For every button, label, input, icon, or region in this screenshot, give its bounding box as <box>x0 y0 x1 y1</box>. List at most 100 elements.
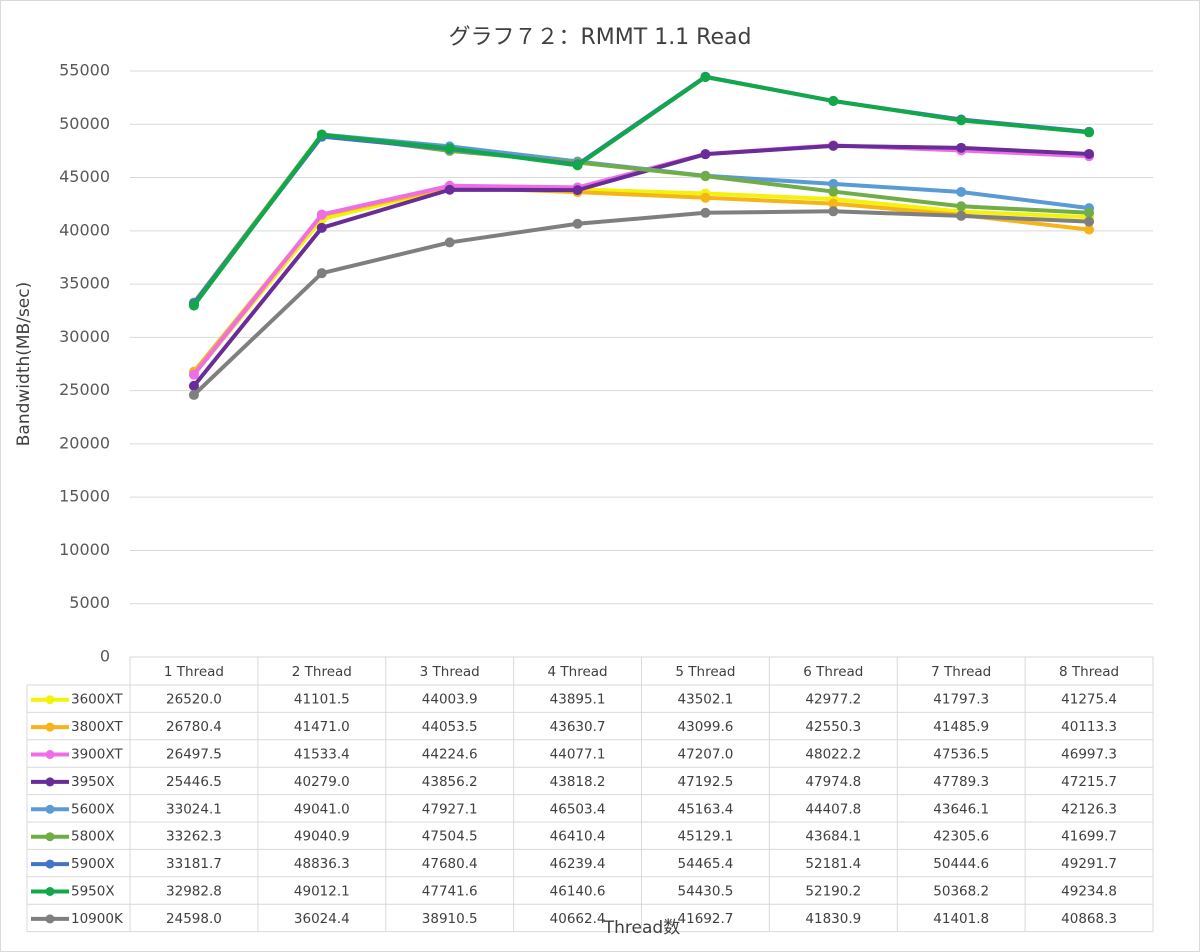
data-point <box>956 115 967 126</box>
table-header: 7 Thread <box>931 664 991 680</box>
y-tick-label: 5000 <box>69 593 110 612</box>
y-tick-label: 0 <box>100 647 110 666</box>
table-cell: 26780.4 <box>166 719 222 735</box>
table-cell: 38910.5 <box>422 911 478 927</box>
data-point <box>1084 224 1095 235</box>
table-cell: 54465.4 <box>678 856 734 872</box>
data-point <box>828 95 839 106</box>
data-point <box>956 210 967 221</box>
table-cell: 41797.3 <box>933 692 989 708</box>
table-cell: 42550.3 <box>805 719 861 735</box>
table-cell: 48022.2 <box>805 747 861 763</box>
table-cell: 25446.5 <box>166 774 222 790</box>
legend-label: 3950X <box>71 774 115 790</box>
data-point <box>316 129 327 140</box>
table-cell: 46140.6 <box>550 884 606 900</box>
data-point <box>956 201 967 212</box>
table-cell: 43856.2 <box>422 774 478 790</box>
table-cell: 33181.7 <box>166 856 222 872</box>
data-point <box>316 268 327 279</box>
data-point <box>188 369 199 380</box>
data-point <box>1084 216 1095 227</box>
y-tick-label: 20000 <box>59 433 110 452</box>
legend-label: 5800X <box>71 829 115 845</box>
table-cell: 45163.4 <box>678 801 734 817</box>
table-cell: 43502.1 <box>678 692 734 708</box>
legend-label: 5950X <box>71 884 115 900</box>
table-cell: 47680.4 <box>422 856 478 872</box>
table-cell: 42126.3 <box>1061 801 1117 817</box>
data-point <box>956 186 967 197</box>
y-tick-label: 25000 <box>59 380 110 399</box>
table-cell: 44003.9 <box>422 692 478 708</box>
table-cell: 43630.7 <box>550 719 606 735</box>
table-cell: 54430.5 <box>678 884 734 900</box>
data-point <box>444 184 455 195</box>
table-cell: 43895.1 <box>550 692 606 708</box>
data-point <box>572 218 583 229</box>
table-cell: 41401.8 <box>933 911 989 927</box>
table-cell: 49040.9 <box>294 829 350 845</box>
data-point <box>572 160 583 171</box>
table-cell: 42977.2 <box>805 692 861 708</box>
table-cell: 46997.3 <box>1061 747 1117 763</box>
data-point <box>444 143 455 154</box>
legend-marker <box>45 832 55 842</box>
data-point <box>1084 207 1095 218</box>
series-line <box>192 209 1090 397</box>
legend-marker <box>45 914 55 924</box>
legend-marker <box>45 859 55 869</box>
data-point <box>188 300 199 311</box>
data-point <box>316 222 327 233</box>
table-cell: 43099.6 <box>678 719 734 735</box>
table-cell: 47192.5 <box>678 774 734 790</box>
legend-marker <box>45 695 55 705</box>
table-cell: 41275.4 <box>1061 692 1117 708</box>
data-point <box>956 142 967 153</box>
legend-marker <box>45 887 55 896</box>
data-point <box>700 207 711 218</box>
y-tick-label: 50000 <box>59 114 110 133</box>
table-cell: 26520.0 <box>166 692 222 708</box>
y-tick-label: 45000 <box>59 167 110 186</box>
legend-label: 3900XT <box>71 747 123 763</box>
x-axis-title: Thread数 <box>603 918 680 938</box>
series-line <box>192 143 1090 388</box>
data-point <box>188 380 199 391</box>
data-point <box>444 237 455 248</box>
y-tick-label: 10000 <box>59 540 110 559</box>
table-cell: 49234.8 <box>1061 884 1117 900</box>
legend-label: 3800XT <box>71 719 123 735</box>
table-cell: 40662.4 <box>550 911 606 927</box>
table-cell: 36024.4 <box>294 911 350 927</box>
y-axis-title: Bandwidth(MB/sec) <box>14 282 34 447</box>
table-cell: 43684.1 <box>805 829 861 845</box>
table-cell: 41101.5 <box>294 692 350 708</box>
data-point <box>1084 148 1095 159</box>
legend-label: 3600XT <box>71 692 123 708</box>
data-point <box>700 72 711 83</box>
data-point <box>700 149 711 160</box>
table-cell: 41830.9 <box>805 911 861 927</box>
table-cell: 49041.0 <box>294 801 350 817</box>
table-header: 5 Thread <box>675 664 735 680</box>
table-cell: 33262.3 <box>166 829 222 845</box>
data-point <box>828 206 839 217</box>
table-cell: 47974.8 <box>805 774 861 790</box>
table-cell: 50444.6 <box>933 856 989 872</box>
table-cell: 41699.7 <box>1061 829 1117 845</box>
data-point <box>700 192 711 203</box>
data-point <box>828 186 839 197</box>
data-point <box>700 171 711 182</box>
table-cell: 47536.5 <box>933 747 989 763</box>
table-cell: 47789.3 <box>933 774 989 790</box>
table-cell: 47207.0 <box>678 747 734 763</box>
table-cell: 47215.7 <box>1061 774 1117 790</box>
table-cell: 42305.6 <box>933 829 989 845</box>
table-cell: 40113.3 <box>1061 719 1117 735</box>
table-cell: 46410.4 <box>550 829 606 845</box>
table-cell: 52190.2 <box>805 884 861 900</box>
table-cell: 32982.8 <box>166 884 222 900</box>
